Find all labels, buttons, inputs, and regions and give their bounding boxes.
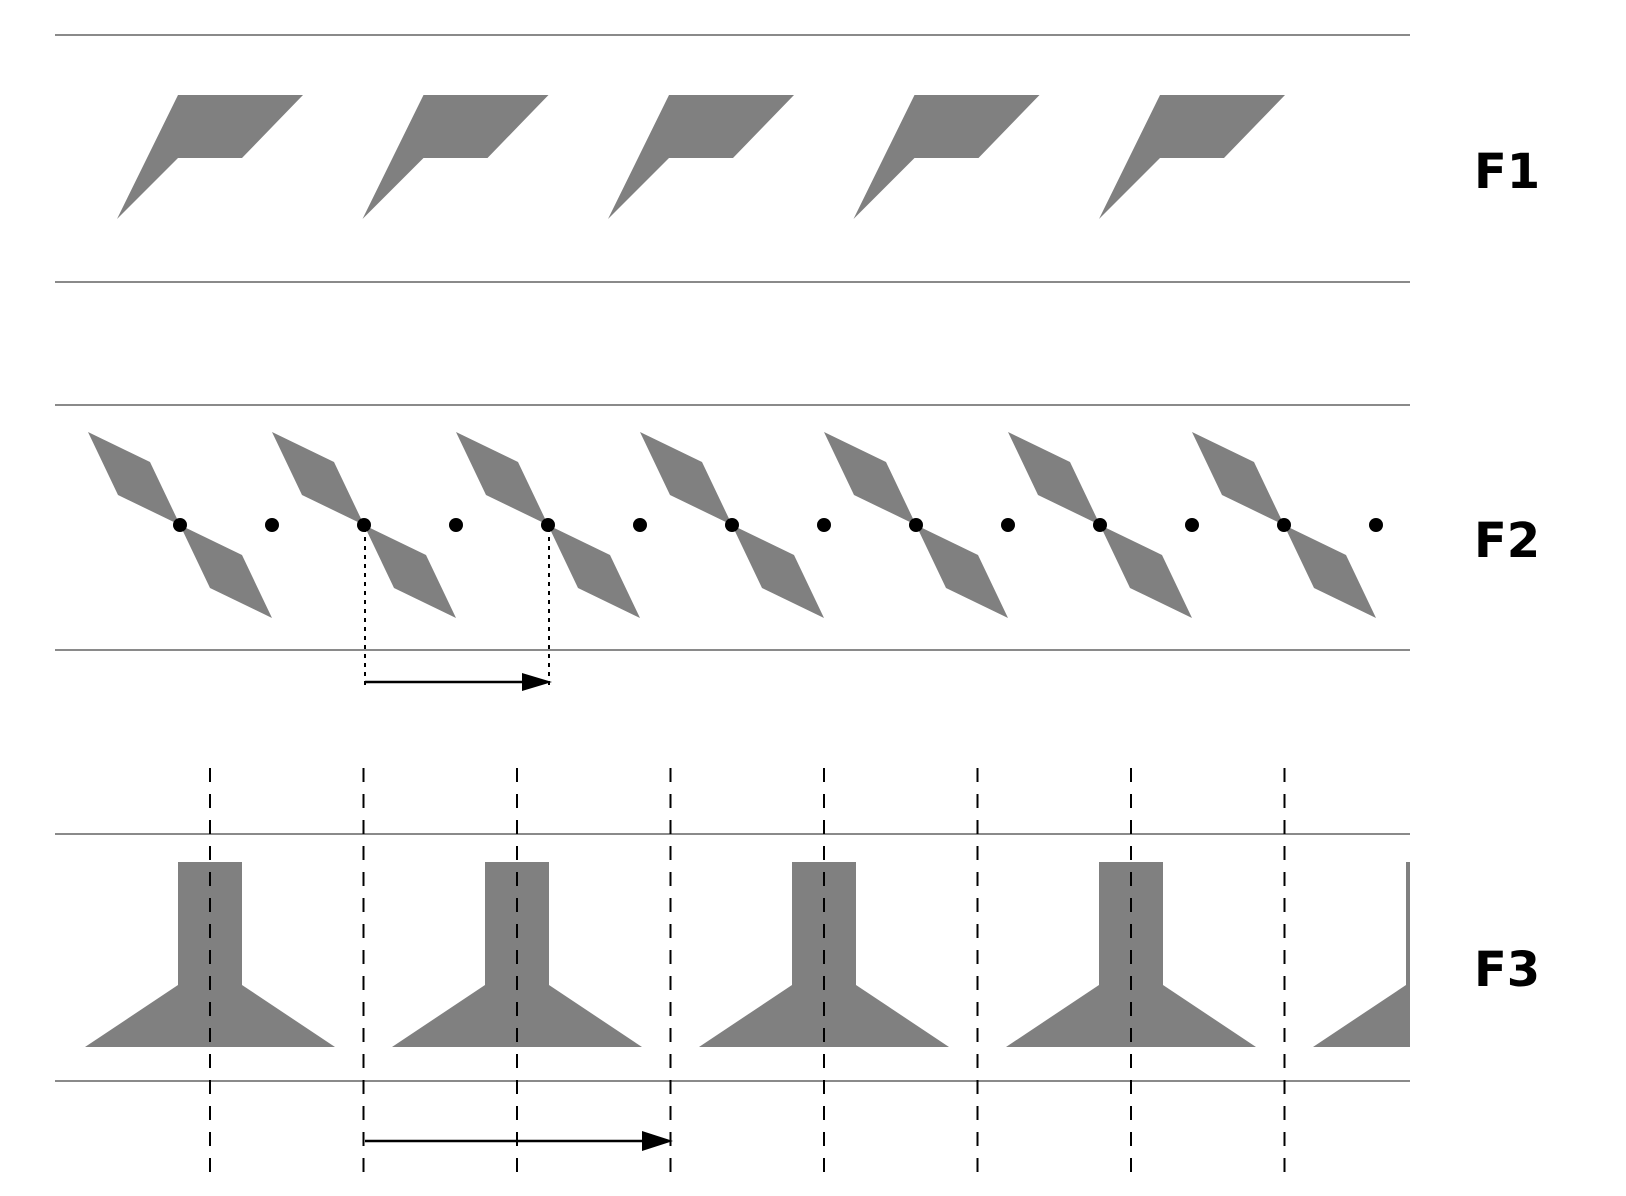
f2-half-center-dot-6 bbox=[1185, 518, 1199, 532]
f2-half-center-dot-7 bbox=[1369, 518, 1383, 532]
band-f2-label: F2 bbox=[1474, 513, 1540, 569]
f2-motif-5-upper-blade bbox=[824, 432, 916, 525]
band-f2-motifs bbox=[88, 432, 1383, 618]
f2-motif-6-lower-blade bbox=[1100, 525, 1192, 618]
f2-motif-5-lower-blade bbox=[916, 525, 1008, 618]
band-f1-label: F1 bbox=[1474, 144, 1540, 200]
f2-motif-2-lower-blade bbox=[364, 525, 456, 618]
band-f2: F2 bbox=[55, 405, 1540, 691]
band-f2-arrowhead bbox=[522, 673, 552, 691]
f1-motif-3 bbox=[608, 95, 794, 219]
band-f3: F3 bbox=[55, 768, 1563, 1172]
f2-half-center-dot-1 bbox=[265, 518, 279, 532]
f2-motif-2-upper-blade bbox=[272, 432, 364, 525]
f2-motif-1-upper-blade bbox=[88, 432, 180, 525]
f2-motif-4-upper-blade bbox=[640, 432, 732, 525]
f2-motif-4-lower-blade bbox=[732, 525, 824, 618]
band-f3-translation-arrow bbox=[365, 1131, 673, 1151]
f2-center-dot-7 bbox=[1277, 518, 1291, 532]
f2-motif-7-lower-blade bbox=[1284, 525, 1376, 618]
f1-motif-1 bbox=[117, 95, 303, 219]
f2-motif-7-upper-blade bbox=[1192, 432, 1284, 525]
band-f1: F1 bbox=[55, 35, 1540, 282]
f2-motif-1-lower-blade bbox=[180, 525, 272, 618]
f3-motif-5-stem bbox=[1406, 862, 1470, 985]
band-f3-arrowhead bbox=[642, 1131, 673, 1151]
f2-center-dot-1 bbox=[173, 518, 187, 532]
f2-center-dot-5 bbox=[909, 518, 923, 532]
band-f3-label: F3 bbox=[1474, 942, 1540, 998]
f1-motif-5 bbox=[1099, 95, 1285, 219]
f2-center-dot-4 bbox=[725, 518, 739, 532]
f2-center-dot-6 bbox=[1093, 518, 1107, 532]
f2-half-center-dot-5 bbox=[1001, 518, 1015, 532]
f2-half-center-dot-2 bbox=[449, 518, 463, 532]
f2-motif-3-upper-blade bbox=[456, 432, 548, 525]
f2-half-center-dot-3 bbox=[633, 518, 647, 532]
f2-half-center-dot-4 bbox=[817, 518, 831, 532]
f1-motif-4 bbox=[854, 95, 1040, 219]
f2-motif-6-upper-blade bbox=[1008, 432, 1100, 525]
band-f1-motifs bbox=[117, 95, 1285, 219]
f2-motif-3-lower-blade bbox=[548, 525, 640, 618]
f1-motif-2 bbox=[363, 95, 549, 219]
